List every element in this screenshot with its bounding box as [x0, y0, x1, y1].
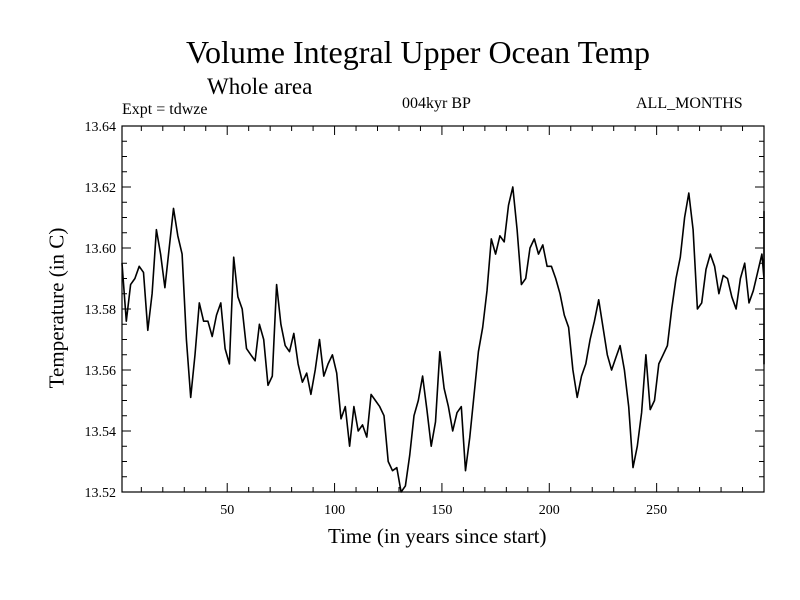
- tick-labels: 50 100 150 200 250 13.52 13.54 13.56 13.58 13.60 1…: [85, 120, 668, 518]
- y-axis-label: Temperature (in C): [44, 227, 69, 389]
- x-tick-label: 50: [220, 503, 234, 518]
- x-tick-label: 100: [324, 503, 345, 518]
- chart-title: Volume Integral Upper Ocean Temp: [186, 34, 650, 70]
- x-axis-label: Time (in years since start): [328, 524, 547, 548]
- y-tick-label: 13.54: [85, 425, 117, 440]
- axis-ticks: [122, 126, 764, 492]
- months-label: ALL_MONTHS: [636, 95, 743, 112]
- y-tick-label: 13.64: [85, 120, 117, 135]
- y-tick-label: 13.56: [85, 364, 117, 379]
- y-tick-label: 13.60: [85, 242, 117, 257]
- y-tick-label: 13.62: [85, 181, 117, 196]
- x-tick-label: 200: [539, 503, 560, 518]
- temperature-series-line: [121, 186, 765, 493]
- x-tick-label: 150: [431, 503, 452, 518]
- plot-frame: [121, 125, 765, 493]
- x-tick-label: 250: [646, 503, 667, 518]
- period-label: 004kyr BP: [402, 95, 471, 112]
- y-tick-label: 13.52: [85, 486, 117, 501]
- experiment-label: Expt = tdwze: [122, 101, 208, 118]
- chart-subtitle: Whole area: [207, 74, 313, 99]
- y-tick-label: 13.58: [85, 303, 117, 318]
